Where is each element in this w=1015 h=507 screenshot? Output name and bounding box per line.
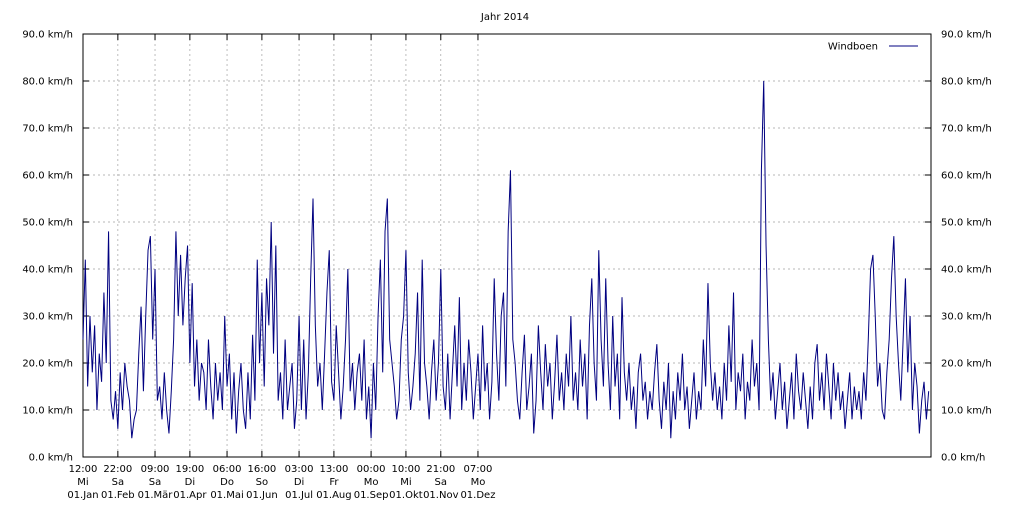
series-line-windboen — [82, 80, 930, 439]
x-tick-weekday: Sa — [112, 477, 124, 488]
series-layer — [82, 80, 930, 439]
x-tick-weekday: Mi — [400, 477, 411, 488]
y-tick-label-left: 90.0 km/h — [22, 30, 73, 41]
legend: Windboen — [828, 42, 918, 53]
y-tick-label-right: 20.0 km/h — [941, 359, 992, 370]
x-tick-weekday: Sa — [435, 477, 447, 488]
x-tick-time: 12:00 — [69, 464, 98, 475]
y-tick-label-right: 90.0 km/h — [941, 30, 992, 41]
x-tick-time: 19:00 — [175, 464, 204, 475]
y-tick-label-right: 30.0 km/h — [941, 312, 992, 323]
y-tick-label-left: 40.0 km/h — [22, 265, 73, 276]
x-tick-label: 01.Jul — [285, 490, 313, 501]
y-tick-label-left: 80.0 km/h — [22, 77, 73, 88]
x-tick-time: 10:00 — [392, 464, 421, 475]
x-tick-time: 03:00 — [285, 464, 314, 475]
x-tick-time: 07:00 — [464, 464, 493, 475]
y-axis-right-ticks: 0.0 km/h 10.0 km/h 20.0 km/h 30.0 km/h 40.0 … — [925, 30, 992, 464]
x-tick-label: 01.Okt — [389, 490, 423, 501]
x-tick-label: 01.Aug — [316, 490, 351, 501]
x-tick-weekday: So — [256, 477, 268, 488]
x-tick-label: 01.Jun — [246, 490, 278, 501]
y-tick-label-right: 10.0 km/h — [941, 406, 992, 417]
x-tick-label: 01.Mai — [210, 490, 243, 501]
plot-frame — [82, 33, 932, 458]
y-tick-label-right: 50.0 km/h — [941, 218, 992, 229]
x-tick-label: 01.Sep — [354, 490, 389, 501]
y-tick-label-left: 30.0 km/h — [22, 312, 73, 323]
x-tick-weekday: Fr — [329, 477, 339, 488]
y-axis-left-ticks: 0.0 km/h 10.0 km/h 20.0 km/h 30.0 km/h 40.0 … — [22, 30, 89, 464]
x-tick-label: 01.Nov — [423, 490, 459, 501]
x-tick-weekday: Do — [220, 477, 234, 488]
x-tick-time: 00:00 — [357, 464, 386, 475]
x-tick-weekday: Mo — [364, 477, 379, 488]
x-tick-time: 21:00 — [426, 464, 455, 475]
x-axis-ticks: 12:00 Mi 01.Jan 22:00 Sa 01.Feb 09:00 Sa 01.Mär 1… — [67, 34, 495, 501]
y-tick-label-left: 20.0 km/h — [22, 359, 73, 370]
y-tick-label-left: 0.0 km/h — [29, 453, 73, 464]
y-tick-label-right: 70.0 km/h — [941, 124, 992, 135]
x-tick-weekday: Mi — [77, 477, 88, 488]
y-tick-label-left: 70.0 km/h — [22, 124, 73, 135]
x-tick-time: 22:00 — [103, 464, 132, 475]
y-tick-label-right: 40.0 km/h — [941, 265, 992, 276]
x-tick-weekday: Sa — [149, 477, 161, 488]
x-tick-label: 01.Feb — [101, 490, 135, 501]
y-tick-label-right: 60.0 km/h — [941, 171, 992, 182]
x-tick-weekday: Mo — [471, 477, 486, 488]
axes — [82, 33, 932, 458]
x-tick-weekday: Di — [185, 477, 195, 488]
chart-title: Jahr 2014 — [480, 12, 529, 23]
x-tick-label: 01.Mär — [138, 490, 174, 501]
x-tick-label: 01.Jan — [67, 490, 98, 501]
legend-label: Windboen — [828, 42, 878, 53]
x-tick-time: 16:00 — [247, 464, 276, 475]
x-tick-label: 01.Dez — [460, 490, 495, 501]
x-tick-weekday: Di — [294, 477, 304, 488]
x-tick-time: 09:00 — [141, 464, 170, 475]
y-tick-label-left: 10.0 km/h — [22, 406, 73, 417]
y-tick-label-left: 50.0 km/h — [22, 218, 73, 229]
y-tick-label-left: 60.0 km/h — [22, 171, 73, 182]
x-tick-label: 01.Apr — [173, 490, 207, 501]
x-tick-time: 13:00 — [320, 464, 349, 475]
y-tick-label-right: 80.0 km/h — [941, 77, 992, 88]
x-tick-time: 06:00 — [213, 464, 242, 475]
y-tick-label-right: 0.0 km/h — [941, 453, 985, 464]
